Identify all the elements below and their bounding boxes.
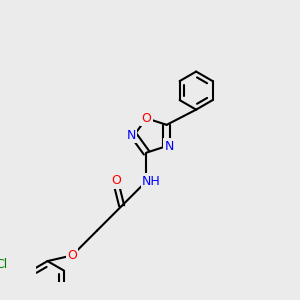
- Text: NH: NH: [142, 175, 161, 188]
- Text: Cl: Cl: [0, 258, 7, 272]
- Text: NH: NH: [144, 176, 162, 189]
- Text: O: O: [142, 112, 152, 125]
- Text: O: O: [67, 249, 77, 262]
- Text: N: N: [165, 140, 174, 153]
- Text: O: O: [111, 175, 121, 188]
- Text: N: N: [127, 129, 136, 142]
